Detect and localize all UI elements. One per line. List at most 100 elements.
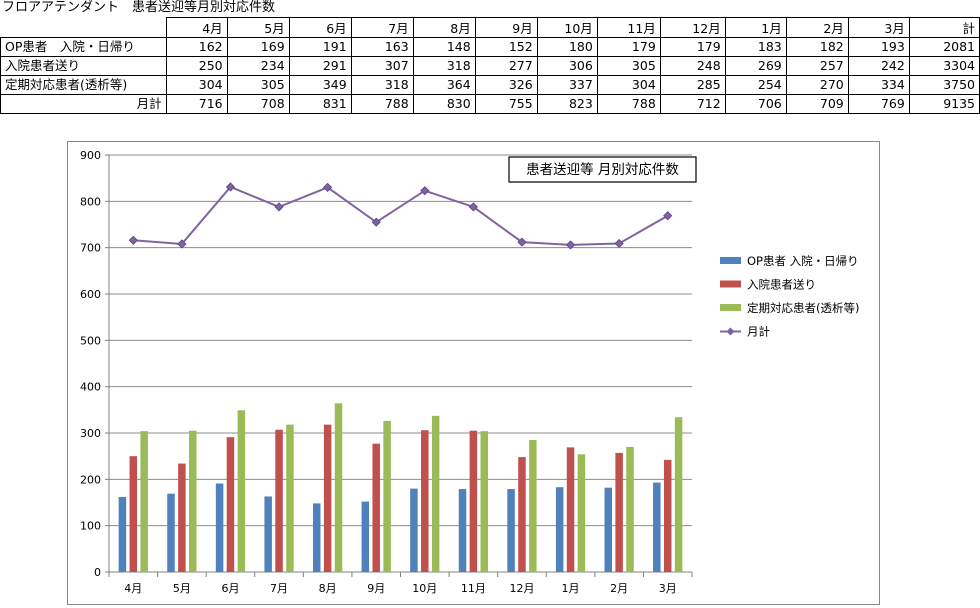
table-cell: 830 xyxy=(412,94,476,114)
x-tick-label: 12月 xyxy=(509,582,534,595)
table-header-cell: 8月 xyxy=(412,17,476,38)
x-tick-label: 6月 xyxy=(221,582,239,595)
table-cell: 788 xyxy=(596,94,661,114)
table-header-cell: 2月 xyxy=(785,17,849,38)
x-tick-label: 8月 xyxy=(319,582,337,595)
bar xyxy=(323,424,332,572)
table-row: OP患者 入院・日帰り 162 169 191 163 148 152 180 179 179 18… xyxy=(0,37,980,57)
bar xyxy=(189,430,197,572)
table-cell: 162 xyxy=(165,37,228,57)
line-marker xyxy=(371,217,381,227)
bar xyxy=(286,424,294,572)
bar xyxy=(663,459,672,572)
table-cell: 304 xyxy=(165,75,228,95)
table-header-cell: 11月 xyxy=(596,17,661,38)
table-cell: 823 xyxy=(536,94,598,114)
table-cell: 250 xyxy=(165,56,228,76)
legend-swatch xyxy=(720,304,741,311)
chart-title-box xyxy=(508,156,697,183)
table-header-cell: 5月 xyxy=(226,17,290,38)
table-cell: 326 xyxy=(474,75,538,95)
legend-label: 月計 xyxy=(747,325,770,339)
table-cell: 269 xyxy=(724,56,787,76)
y-tick-label: 300 xyxy=(80,427,101,440)
y-tick-label: 0 xyxy=(94,566,101,579)
line-marker xyxy=(468,202,478,212)
bar xyxy=(653,482,661,572)
table-cell: 755 xyxy=(474,94,538,114)
table-cell: 248 xyxy=(659,56,726,76)
table-cell: 307 xyxy=(350,56,414,76)
bar xyxy=(129,456,138,572)
table-cell: 709 xyxy=(785,94,849,114)
bar xyxy=(626,446,634,572)
chart-area: 0 100 200 300 400 500 600 700 800 900 4月 5月 6月 7月 8月 9月… xyxy=(67,141,880,605)
bar xyxy=(480,431,488,572)
bar xyxy=(361,501,370,572)
table-header-row: 4月 5月 6月 7月 8月 9月 10月 11月 12月 1月 2月 3月計 xyxy=(0,17,980,38)
table-cell: 708 xyxy=(226,94,290,114)
chart-svg: 0 100 200 300 400 500 600 700 800 900 4月 5月 6月 7月 8月 9月… xyxy=(80,149,859,595)
x-tick-label: 10月 xyxy=(412,582,437,595)
table-row: 定期対応患者(透析等) 304 305 349 318 364 326 337 304 285 25… xyxy=(0,75,980,95)
bar xyxy=(334,403,343,572)
bar xyxy=(431,415,440,572)
bar xyxy=(178,463,186,572)
table-cell: 788 xyxy=(350,94,414,114)
table-cell: 318 xyxy=(412,56,476,76)
page-title: フロアアテンダント 患者送迎等月別対応件数 xyxy=(2,0,276,15)
table-cell: 163 xyxy=(350,37,414,57)
bar xyxy=(507,489,515,572)
bar xyxy=(577,454,586,572)
table-row-label: 入院患者送り xyxy=(0,56,167,76)
y-tick-label: 500 xyxy=(80,334,101,347)
legend-swatch xyxy=(720,280,741,288)
line-marker xyxy=(128,235,138,245)
table-cell: 254 xyxy=(724,75,787,95)
bar xyxy=(421,430,429,572)
bar xyxy=(555,487,564,572)
legend-label: 入院患者送り xyxy=(747,278,816,292)
bar xyxy=(237,410,246,572)
table-cell: 179 xyxy=(659,37,726,57)
table-cell: 3750 xyxy=(908,75,980,95)
bar xyxy=(383,420,391,572)
table-cell: 3304 xyxy=(908,56,980,76)
table-cell: 334 xyxy=(847,75,910,95)
bar xyxy=(167,493,175,572)
table-cell: 234 xyxy=(226,56,290,76)
bar xyxy=(566,447,575,572)
table-header-cell: 6月 xyxy=(288,17,352,38)
table-cell: 277 xyxy=(474,56,538,76)
table-cell: 179 xyxy=(596,37,661,57)
table-cell: 270 xyxy=(785,75,849,95)
table-row: 月計 716 708 831 788 830 755 823 788 712 706 709 769 91… xyxy=(0,94,980,114)
y-tick-label: 900 xyxy=(80,149,101,162)
table-header-cell: 7月 xyxy=(350,17,414,38)
table-cell: 152 xyxy=(474,37,538,57)
bar xyxy=(469,430,478,572)
table-cell: 706 xyxy=(724,94,787,114)
table-cell: 191 xyxy=(288,37,352,57)
line-marker xyxy=(517,237,527,247)
table-cell: 712 xyxy=(659,94,726,114)
legend-marker xyxy=(726,327,735,336)
table-header-cell: 9月 xyxy=(474,17,538,38)
table-cell: 831 xyxy=(288,94,352,114)
bar xyxy=(313,503,321,572)
x-tick-label: 2月 xyxy=(610,582,628,595)
table-cell: 9135 xyxy=(908,94,980,114)
x-tick-label: 9月 xyxy=(367,582,385,595)
table-cell: 769 xyxy=(847,94,910,114)
bar xyxy=(140,431,148,572)
legend-swatch xyxy=(720,257,741,264)
y-tick-label: 800 xyxy=(80,195,101,208)
line-marker xyxy=(663,211,673,221)
table-header-cell: 10月 xyxy=(536,17,598,38)
table-header-cell: 1月 xyxy=(724,17,787,38)
table-cell: 349 xyxy=(288,75,352,95)
chart-title: 患者送迎等 月別対応件数 xyxy=(526,161,679,178)
bar xyxy=(518,457,526,572)
bar xyxy=(226,437,235,572)
x-tick-label: 7月 xyxy=(270,582,288,595)
